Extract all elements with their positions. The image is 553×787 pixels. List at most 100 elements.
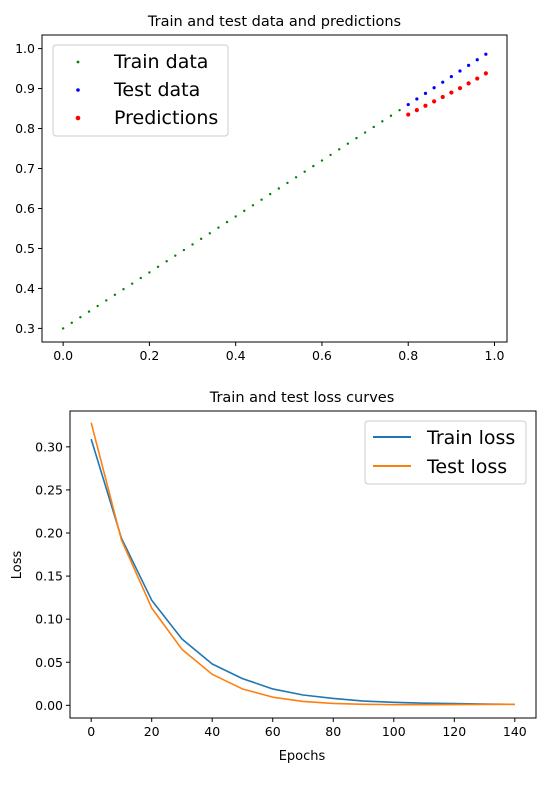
point-test-data bbox=[475, 58, 479, 62]
point-train-data bbox=[312, 164, 315, 168]
x-tick-label: 120 bbox=[442, 724, 466, 739]
point-test-data bbox=[449, 74, 453, 79]
point-train-data bbox=[286, 181, 289, 185]
point-train-data bbox=[294, 176, 298, 179]
y-axis-ticks: 0.3 0.4 0.5 0.6 0.7 0.8 0.9 1.0 bbox=[15, 41, 42, 336]
legend-marker-train-data bbox=[76, 60, 80, 64]
point-predictions bbox=[414, 108, 419, 113]
x-tick-label: 1.0 bbox=[485, 348, 505, 363]
point-train-data bbox=[329, 153, 332, 157]
point-train-data bbox=[156, 265, 160, 269]
legend: Train loss Test loss bbox=[364, 420, 527, 485]
y-tick-label: 0.30 bbox=[35, 439, 63, 454]
point-train-data bbox=[398, 108, 401, 112]
point-test-data bbox=[484, 52, 488, 56]
point-train-data bbox=[277, 187, 281, 190]
x-tick-label: 80 bbox=[325, 724, 341, 739]
point-train-data bbox=[199, 237, 203, 241]
point-train-data bbox=[113, 293, 117, 297]
point-train-data bbox=[122, 288, 125, 291]
legend-label-train-data: Train data bbox=[113, 51, 208, 73]
point-train-data bbox=[363, 131, 367, 134]
point-train-data bbox=[268, 192, 272, 196]
y-tick-label: 1.0 bbox=[15, 41, 35, 56]
x-tick-label: 20 bbox=[144, 724, 160, 739]
point-train-data bbox=[79, 316, 82, 319]
point-predictions bbox=[457, 86, 463, 91]
chart-loss-curves: Train and test loss curves 0 20 40 60 80 100 1… bbox=[10, 390, 537, 764]
x-tick-label: 40 bbox=[204, 724, 220, 739]
point-train-data bbox=[174, 254, 177, 257]
chart-predictions: Train and test data and predictions 0.0 0… bbox=[15, 14, 508, 363]
x-tick-label: 0.6 bbox=[312, 348, 332, 363]
point-train-data bbox=[130, 282, 134, 285]
point-train-data bbox=[182, 248, 186, 252]
point-predictions bbox=[475, 76, 480, 81]
y-tick-label: 0.4 bbox=[15, 281, 35, 296]
point-train-data bbox=[87, 310, 91, 313]
point-train-data bbox=[139, 276, 142, 280]
y-tick-label: 0.10 bbox=[35, 612, 63, 627]
point-train-data bbox=[381, 120, 384, 123]
point-predictions bbox=[423, 103, 428, 108]
y-tick-label: 0.8 bbox=[15, 121, 35, 136]
line-train-loss bbox=[90, 438, 515, 706]
point-train-data bbox=[355, 136, 358, 140]
x-axis-ticks: 0 20 40 60 80 100 120 140 bbox=[87, 718, 527, 739]
y-tick-label: 0.00 bbox=[35, 698, 63, 713]
y-tick-label: 0.05 bbox=[35, 655, 63, 670]
point-predictions bbox=[440, 94, 445, 100]
y-tick-label: 0.15 bbox=[35, 569, 63, 584]
y-tick-label: 0.25 bbox=[35, 482, 63, 497]
point-train-data bbox=[234, 215, 237, 218]
legend-label-train-loss: Train loss bbox=[426, 427, 515, 449]
y-tick-label: 0.20 bbox=[35, 526, 63, 541]
point-train-data bbox=[217, 226, 220, 229]
point-test-data bbox=[467, 63, 471, 67]
point-train-data bbox=[243, 209, 246, 213]
y-tick-label: 0.5 bbox=[15, 241, 35, 256]
point-train-data bbox=[303, 170, 306, 173]
x-axis-label: Epochs bbox=[279, 749, 326, 764]
point-test-data bbox=[415, 97, 419, 101]
y-axis-ticks: 0.00 0.05 0.10 0.15 0.20 0.25 0.30 bbox=[35, 439, 70, 713]
point-train-data bbox=[96, 304, 99, 308]
point-predictions bbox=[406, 112, 411, 117]
point-train-data bbox=[208, 232, 211, 235]
point-train-data bbox=[251, 204, 255, 207]
point-train-data bbox=[165, 260, 168, 263]
x-tick-label: 0 bbox=[87, 724, 95, 739]
legend-marker-predictions bbox=[75, 115, 81, 121]
point-predictions bbox=[466, 81, 471, 86]
y-tick-label: 0.3 bbox=[15, 321, 35, 336]
loss-lines bbox=[90, 422, 515, 706]
point-train-data bbox=[225, 220, 229, 224]
y-axis-label: Loss bbox=[10, 551, 25, 580]
x-tick-label: 0.4 bbox=[226, 348, 246, 363]
legend-label-test-data: Test data bbox=[113, 79, 200, 101]
x-tick-label: 0.0 bbox=[53, 348, 73, 363]
legend-frame bbox=[52, 44, 229, 137]
point-test-data bbox=[423, 91, 428, 95]
point-train-data bbox=[389, 114, 393, 117]
chart-title: Train and test data and predictions bbox=[147, 14, 401, 30]
point-predictions bbox=[449, 90, 454, 95]
y-tick-label: 0.7 bbox=[15, 161, 35, 176]
y-tick-label: 0.6 bbox=[15, 201, 35, 216]
point-train-data bbox=[320, 159, 324, 162]
point-train-data bbox=[260, 198, 263, 201]
point-test-data bbox=[441, 80, 445, 84]
x-axis-ticks: 0.0 0.2 0.4 0.6 0.8 1.0 bbox=[53, 342, 504, 363]
legend: Train data Test data Predictions bbox=[52, 44, 229, 137]
legend-label-test-loss: Test loss bbox=[426, 456, 507, 478]
y-tick-label: 0.9 bbox=[15, 81, 35, 96]
x-tick-label: 0.8 bbox=[398, 348, 418, 363]
x-tick-label: 0.2 bbox=[139, 348, 159, 363]
x-tick-label: 100 bbox=[382, 724, 406, 739]
point-train-data bbox=[372, 125, 375, 129]
point-train-data bbox=[338, 148, 341, 151]
legend-marker-test-data bbox=[76, 88, 80, 92]
line-test-loss bbox=[90, 422, 515, 706]
x-tick-label: 140 bbox=[503, 724, 527, 739]
